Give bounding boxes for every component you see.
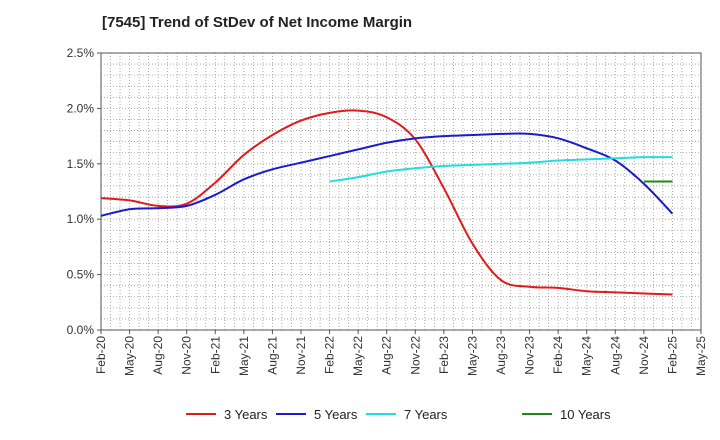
legend-label-10-years: 10 Years [560,407,611,422]
x-tick-label: Aug-24 [608,336,622,375]
x-tick-label: Nov-22 [408,336,422,375]
x-tick-label: May-24 [580,336,594,376]
x-tick-label: May-23 [465,336,479,376]
y-tick-label: 2.0% [67,101,95,115]
series-lines [100,109,674,296]
x-tick-label: Aug-21 [265,336,279,375]
x-tick-label: Nov-23 [523,336,537,375]
x-tick-label: Aug-23 [494,336,508,375]
legend: 3 Years 5 Years 7 Years 10 Years [186,407,611,422]
y-tick-label: 1.0% [67,212,95,226]
y-tick-label: 1.5% [67,157,95,171]
x-tick-label: Feb-21 [208,336,222,374]
x-tick-label: Feb-24 [551,336,565,374]
x-tick-label: Aug-22 [380,336,394,375]
x-tick-label: Feb-23 [437,336,451,374]
legend-label-7-years: 7 Years [404,407,448,422]
series-line-7-years [329,156,673,183]
plot-frame [100,52,702,331]
legend-label-3-years: 3 Years [224,407,268,422]
x-tick-label: May-22 [351,336,365,376]
x-tick-label: Aug-20 [151,336,165,375]
x-tick-label: May-20 [123,336,137,376]
x-tick-label: Feb-25 [665,336,679,374]
x-tick-label: Nov-24 [637,336,651,375]
x-tick-label: Nov-20 [180,336,194,375]
axes: 0.0% 0.5% 1.0% 1.5% 2.0% 2.5% Feb-20 May-20 Aug-… [67,46,708,376]
x-tick-label: May-25 [694,336,708,376]
series-line-5-years [100,132,674,217]
x-tick-label: Feb-20 [94,336,108,374]
series-line-3-years [100,109,673,296]
x-tick-label: Feb-22 [323,336,337,374]
chart-title: [7545] Trend of StDev of Net Income Marg… [102,14,413,31]
y-tick-label: 0.5% [67,268,95,282]
x-tick-label: Nov-21 [294,336,308,375]
y-tick-label: 2.5% [67,46,95,60]
x-tick-label: May-21 [237,336,251,376]
legend-label-5-years: 5 Years [314,407,358,422]
y-tick-label: 0.0% [67,323,95,337]
grid [100,52,702,331]
